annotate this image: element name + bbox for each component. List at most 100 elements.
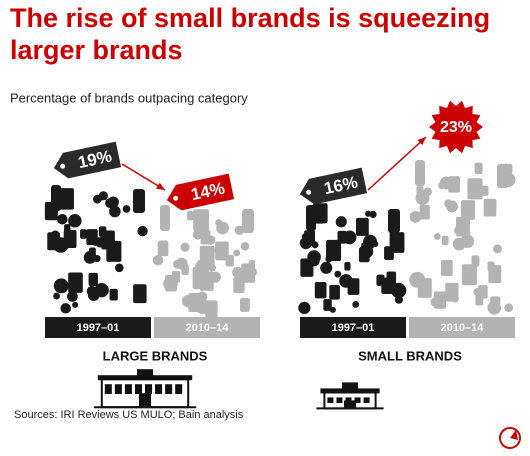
grocery-icon (471, 255, 480, 267)
grocery-icon (68, 213, 82, 228)
grocery-icon (337, 230, 347, 244)
grocery-icon (388, 209, 400, 233)
grocery-icon (215, 219, 223, 227)
grocery-pile (298, 203, 407, 315)
grocery-icon (376, 274, 385, 286)
grocery-icon (460, 200, 476, 220)
tag-hole (173, 195, 179, 201)
grocery-icon (417, 278, 432, 298)
grocery-icon (314, 281, 327, 299)
period-label: 2010–14 (186, 322, 230, 334)
grocery-icon (53, 292, 60, 300)
period-bar (154, 317, 260, 338)
price-tag-shape (53, 141, 122, 179)
grocery-icon (51, 230, 60, 239)
grocery-icon (490, 296, 501, 311)
building-part (344, 400, 356, 409)
grocery-icon (304, 230, 316, 246)
grocery-icon (369, 210, 377, 219)
grocery-icon (329, 284, 340, 300)
grocery-icon (355, 217, 369, 236)
arrow-head (156, 182, 165, 190)
grocery-icon (234, 225, 245, 236)
grocery-icon (105, 198, 116, 209)
grocery-pile (44, 185, 148, 314)
grocery-icon (242, 209, 254, 233)
grocery-icon (180, 242, 190, 252)
building-part (97, 375, 193, 381)
grocery-icon (347, 278, 360, 295)
grocery-pile (152, 205, 257, 318)
grocery-icon (504, 303, 514, 313)
grocery-icon (441, 235, 449, 246)
group-title: LARGE BRANDS (103, 348, 208, 363)
grocery-icon (94, 282, 109, 298)
period-label: 1997–01 (332, 322, 375, 334)
grocery-icon (197, 222, 209, 234)
building-part (145, 384, 153, 394)
building-part (137, 369, 153, 378)
building-part (134, 384, 142, 394)
period-bar (300, 317, 406, 338)
subtitle: Percentage of brands outpacing category (10, 90, 248, 105)
grocery-icon (487, 261, 495, 272)
grocery-icon (344, 261, 351, 271)
building-part (114, 384, 122, 394)
grocery-icon (473, 288, 482, 297)
building-part (354, 397, 361, 403)
grocery-icon (311, 241, 319, 249)
grocery-icon (196, 291, 208, 303)
grocery-icon (232, 266, 244, 279)
grocery-icon (334, 270, 342, 278)
building-part (342, 382, 358, 391)
grocery-icon (64, 224, 71, 233)
grocery-icon (210, 271, 221, 283)
grocery-icon (63, 230, 77, 249)
grocery-icon (106, 240, 122, 262)
grocery-icon (93, 194, 102, 204)
grocery-icon (72, 301, 79, 308)
grocery-pile (409, 160, 516, 315)
grocery-icon (158, 240, 168, 254)
arrow (121, 163, 166, 191)
grocery-icon (455, 216, 470, 237)
period-bar (409, 317, 515, 338)
grocery-icon (394, 295, 404, 304)
grocery-icon (325, 255, 333, 263)
building-part (320, 388, 380, 394)
grocery-icon (415, 191, 430, 206)
building-part (104, 384, 112, 394)
grocery-icon (60, 303, 71, 314)
grocery-icon (467, 178, 483, 200)
grocery-icon (187, 211, 194, 221)
period-label: 2010–14 (441, 322, 485, 334)
building-part (336, 397, 343, 403)
grocery-icon (320, 261, 333, 274)
grocery-icon (205, 300, 218, 318)
logo (499, 427, 521, 449)
building-part (345, 397, 352, 403)
grocery-icon (386, 271, 397, 285)
grocery-icon (389, 232, 405, 253)
grocery-icon (192, 267, 209, 289)
grocery-icon (175, 257, 188, 270)
grocery-icon (109, 205, 121, 218)
grocery-icon (433, 291, 447, 309)
building-part (175, 384, 183, 394)
grocery-icon (83, 251, 97, 264)
building-part (165, 384, 173, 394)
grocery-icon (80, 229, 87, 239)
grocery-icon (205, 235, 216, 245)
grocery-icon (133, 284, 147, 304)
grocery-icon (441, 259, 453, 277)
period-label: 1997–01 (77, 322, 120, 334)
grocery-icon (323, 299, 332, 311)
grocery-icon (415, 160, 425, 186)
grocery-icon (481, 185, 489, 196)
grocery-icon (51, 185, 61, 211)
grocery-icon (67, 291, 78, 302)
grocery-icon (214, 246, 222, 254)
value-label: 23% (440, 119, 472, 136)
building-part (139, 393, 151, 408)
